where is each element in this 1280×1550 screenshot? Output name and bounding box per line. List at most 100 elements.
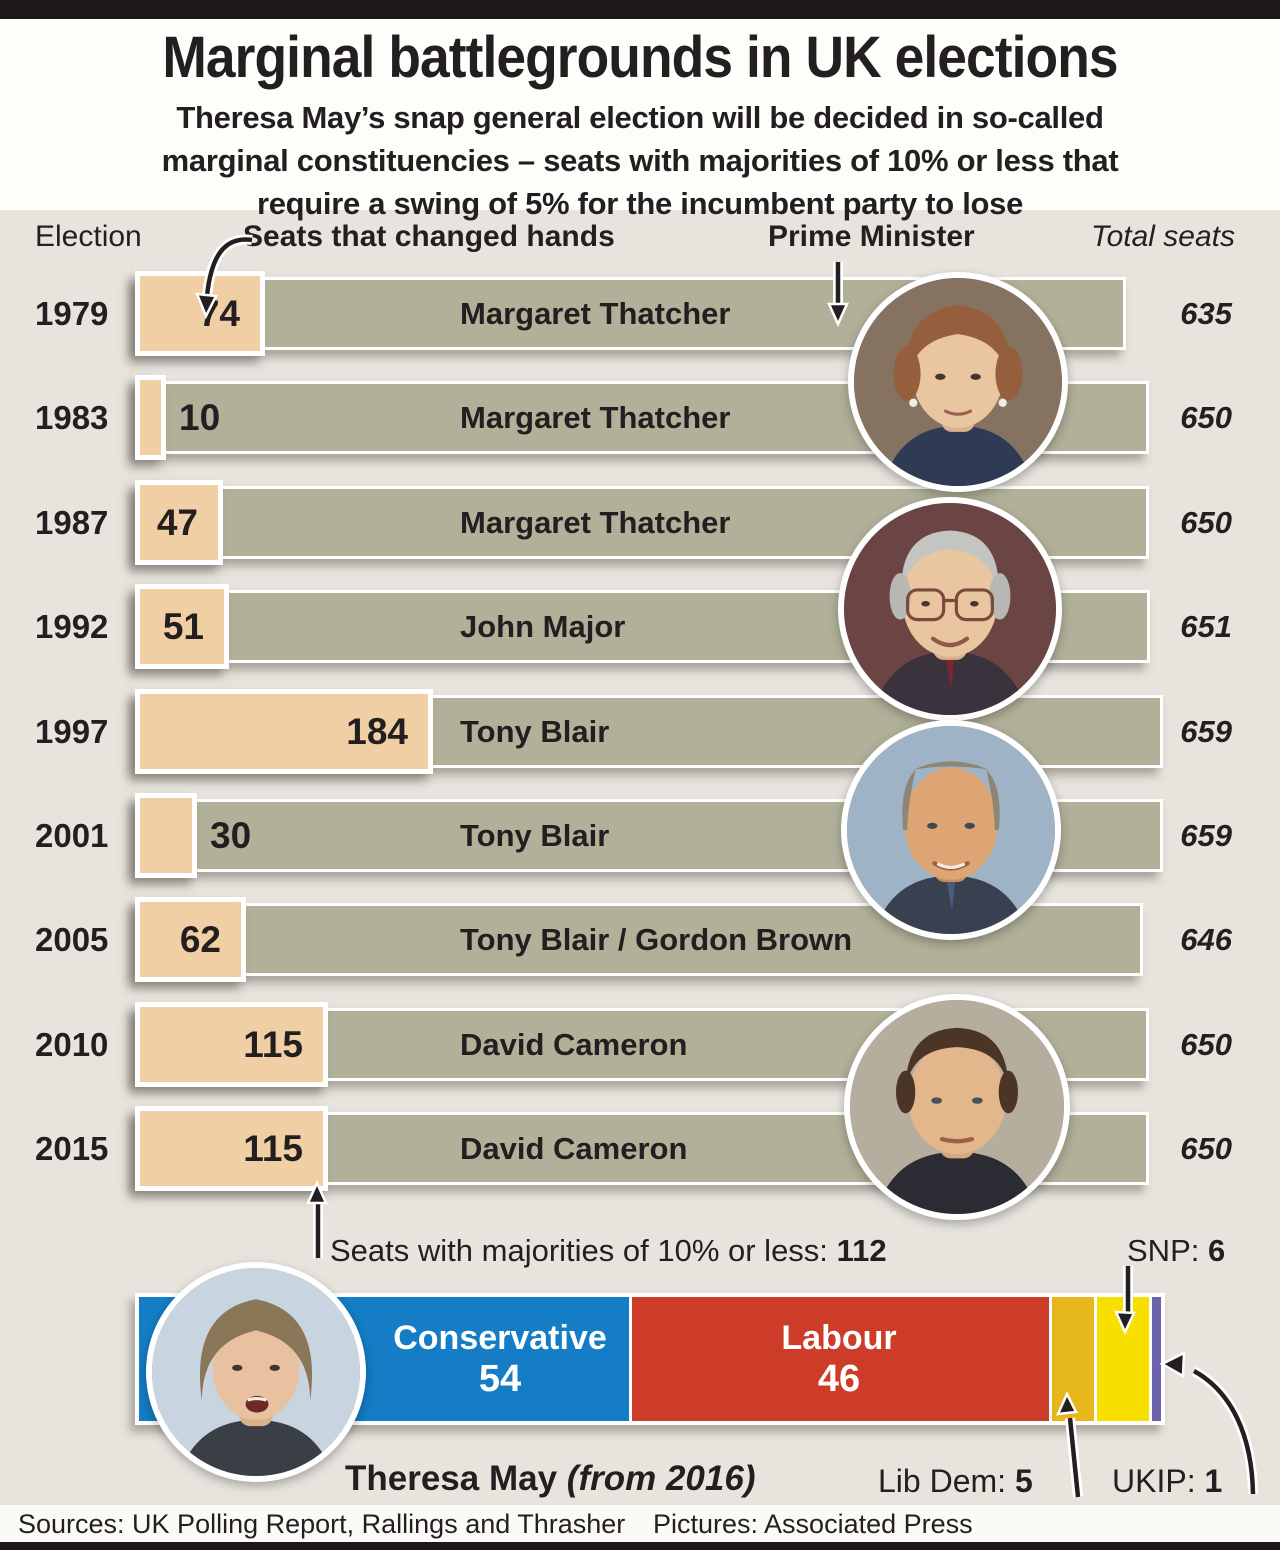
page-title: Marginal battlegrounds in UK elections (162, 25, 1118, 90)
pm-name: Tony Blair / Gordon Brown (460, 922, 853, 957)
conservative-label: Conservative 54 (393, 1319, 607, 1401)
election-row-1987: 1987 47 Margaret Thatcher 650 (0, 480, 1280, 565)
subtitle-line-1: Theresa May’s snap general election will… (176, 100, 1104, 135)
election-row-1997: 1997 184 Tony Blair 659 (0, 689, 1280, 774)
total-seats-value: 650 (1180, 1131, 1232, 1166)
pictures-credit: Pictures: Associated Press (653, 1509, 973, 1539)
pm-name: John Major (460, 609, 626, 644)
segment-ukip (1151, 1297, 1161, 1421)
snp-callout: SNP: 6 (1127, 1232, 1225, 1270)
pm-name: David Cameron (460, 1027, 688, 1062)
changed-seats-box: 184 (135, 689, 433, 774)
ukip-value: 1 (1204, 1463, 1223, 1499)
libdem-callout: Lib Dem: 5 (878, 1462, 1033, 1500)
election-row-2005: 2005 62 Tony Blair / Gordon Brown 646 (0, 897, 1280, 982)
subtitle-line-3: require a swing of 5% for the incumbent … (256, 186, 1024, 221)
total-seats-value: 659 (1180, 714, 1232, 749)
changed-seats-value: 51 (162, 605, 204, 647)
conservative-value: 54 (478, 1358, 522, 1400)
column-header-prime-minister: Prime Minister (768, 220, 975, 253)
changed-seats-value: 62 (179, 918, 221, 960)
year-label: 2010 (35, 1026, 109, 1063)
election-row-2015: 2015 115 David Cameron 650 (0, 1106, 1280, 1191)
changed-seats-value: 74 (198, 292, 240, 334)
page-subtitle: Theresa May’s snap general election will… (0, 96, 1280, 225)
snp-label: SNP: (1127, 1233, 1200, 1268)
segment-labour (631, 1297, 1052, 1421)
marginal-seats-note-label: Seats with majorities of 10% or less: (330, 1233, 828, 1268)
changed-seats-box: 115 (135, 1002, 328, 1087)
changed-seats-box: 74 (135, 271, 265, 356)
libdem-value: 5 (1014, 1463, 1033, 1499)
theresa-may-portrait-icon (152, 1268, 360, 1476)
changed-seats-value: 184 (346, 710, 408, 752)
changed-seats-value: 47 (156, 501, 198, 543)
segment-snp (1097, 1297, 1152, 1421)
year-label: 1997 (35, 713, 109, 750)
changed-seats-box: 30 (135, 793, 251, 878)
segment-libdem (1051, 1297, 1098, 1421)
total-seats-value: 635 (1180, 296, 1232, 331)
subtitle-line-2: marginal constituencies – seats with maj… (161, 143, 1119, 178)
changed-seats-box: 51 (135, 584, 229, 669)
election-row-1983: 1983 10 Margaret Thatcher 650 (0, 375, 1280, 460)
theresa-may-name: Theresa May (345, 1459, 558, 1498)
total-seats-value: 650 (1180, 1027, 1232, 1062)
photo-margaret-thatcher (848, 272, 1068, 492)
pm-name: Margaret Thatcher (460, 296, 731, 331)
election-row-2001: 2001 30 Tony Blair 659 (0, 793, 1280, 878)
changed-seats-value: 115 (243, 1127, 303, 1169)
theresa-may-note: (from 2016) (566, 1459, 756, 1498)
election-row-1992: 1992 51 John Major 651 (0, 584, 1280, 669)
changed-seats-box: 62 (135, 897, 246, 982)
bottom-black-bar (0, 1542, 1280, 1550)
pm-name: Margaret Thatcher (460, 505, 731, 540)
theresa-may-caption: Theresa May (from 2016) (345, 1458, 755, 1500)
photo-theresa-may (146, 1262, 366, 1482)
election-row-2010: 2010 115 David Cameron 650 (0, 1002, 1280, 1087)
year-label: 2005 (35, 921, 109, 958)
snp-value: 6 (1207, 1233, 1226, 1268)
pm-name: Margaret Thatcher (460, 400, 731, 435)
margaret-thatcher-portrait-icon (854, 278, 1062, 486)
top-black-bar (0, 0, 1280, 19)
election-row-1979: 1979 74 Margaret Thatcher 635 (0, 271, 1280, 356)
changed-seats-box: 47 (135, 480, 223, 565)
changed-seats-value: 115 (243, 1023, 303, 1065)
total-seats-value: 650 (1180, 400, 1232, 435)
marginal-seats-note-value: 112 (836, 1233, 887, 1268)
photo-david-cameron (844, 994, 1070, 1220)
total-seats-value: 651 (1180, 609, 1232, 644)
column-header-election: Election (35, 220, 142, 253)
labour-label: Labour 46 (781, 1319, 896, 1401)
changed-seats-box: 10 (135, 375, 220, 460)
year-label: 2001 (35, 817, 109, 854)
libdem-label: Lib Dem: (878, 1463, 1007, 1499)
photo-tony-blair (841, 720, 1061, 940)
pm-name: David Cameron (460, 1131, 688, 1166)
marginal-seats-note: Seats with majorities of 10% or less: 11… (330, 1232, 887, 1270)
ukip-callout: UKIP: 1 (1112, 1462, 1222, 1500)
sources-credit: Sources: UK Polling Report, Rallings and… (18, 1509, 626, 1539)
year-label: 1983 (35, 399, 109, 436)
pm-name: Tony Blair (460, 714, 610, 749)
labour-name: Labour (781, 1319, 897, 1357)
photo-john-major (838, 497, 1062, 721)
conservative-name: Conservative (393, 1319, 607, 1357)
labour-value: 46 (817, 1358, 861, 1400)
total-seats-value: 650 (1180, 505, 1232, 540)
tony-blair-portrait-icon (847, 726, 1055, 934)
john-major-portrait-icon (844, 503, 1056, 715)
year-label: 1979 (35, 295, 109, 332)
ukip-label: UKIP: (1112, 1463, 1196, 1499)
changed-seats-value: 10 (179, 396, 221, 438)
total-seats-value: 659 (1180, 818, 1232, 853)
year-label: 1992 (35, 608, 109, 645)
column-header-changed-seats: Seats that changed hands (243, 220, 615, 253)
changed-seats-value: 30 (210, 814, 252, 856)
column-header-total-seats: Total seats (1091, 220, 1235, 253)
changed-seats-box: 115 (135, 1106, 328, 1191)
year-label: 1987 (35, 504, 109, 541)
year-label: 2015 (35, 1130, 109, 1167)
